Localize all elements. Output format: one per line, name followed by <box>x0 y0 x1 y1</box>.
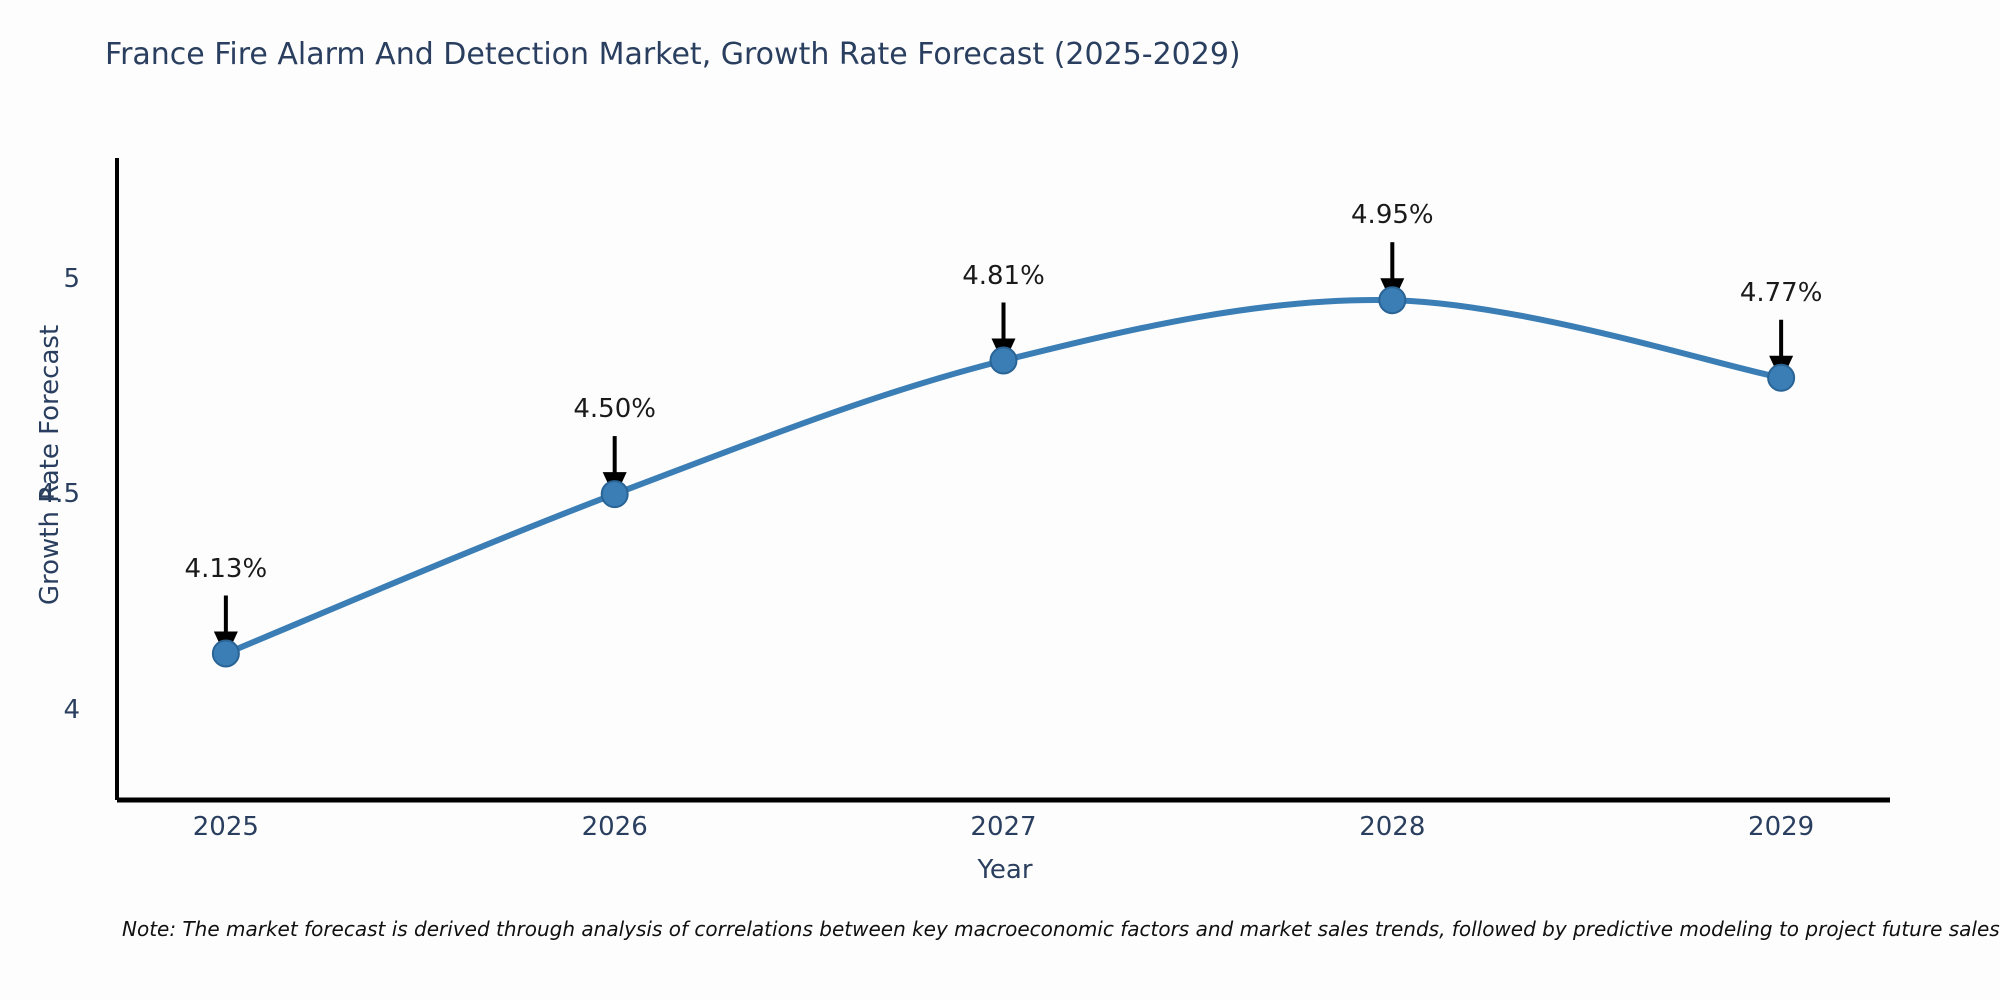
data-point-label: 4.81% <box>962 260 1045 291</box>
data-point-marker[interactable] <box>1767 363 1796 392</box>
x-axis-title: Year <box>977 855 1033 885</box>
data-point-label: 4.50% <box>573 394 656 425</box>
y-tick-label: 5 <box>63 263 80 294</box>
data-series-line <box>222 297 1785 657</box>
x-tick-label: 2025 <box>192 812 259 842</box>
annotation-arrow-head <box>991 338 1016 365</box>
y-tick-label: 4 <box>63 694 80 725</box>
annotation-arrow-head <box>1769 355 1794 382</box>
data-point-markers <box>211 286 1796 668</box>
data-point-marker[interactable] <box>211 639 240 668</box>
x-tick-label: 2027 <box>970 812 1037 842</box>
annotation-arrow-head <box>1380 278 1405 305</box>
data-point-marker[interactable] <box>600 480 629 509</box>
data-point-label: 4.13% <box>184 553 268 584</box>
y-tick-label: 4.5 <box>38 479 80 510</box>
x-tick-label: 2026 <box>581 812 648 842</box>
y-axis-title: Growth Rate Forecast <box>35 324 65 606</box>
data-point-label: 4.95% <box>1351 200 1434 231</box>
chart-title: France Fire Alarm And Detection Market, … <box>105 37 1241 72</box>
footer-note: Note: The market forecast is derived thr… <box>122 917 2000 941</box>
annotation-arrow-head <box>213 631 238 658</box>
annotation-arrow-head <box>602 472 627 499</box>
data-point-marker[interactable] <box>989 346 1018 375</box>
data-point-label: 4.77% <box>1739 277 1823 308</box>
x-tick-label: 2029 <box>1748 812 1815 842</box>
x-axis-title-wrapper: Year <box>0 855 2000 885</box>
data-point-marker[interactable] <box>1378 286 1407 315</box>
x-tick-label: 2028 <box>1359 812 1426 842</box>
annotation-arrows <box>213 242 1794 658</box>
